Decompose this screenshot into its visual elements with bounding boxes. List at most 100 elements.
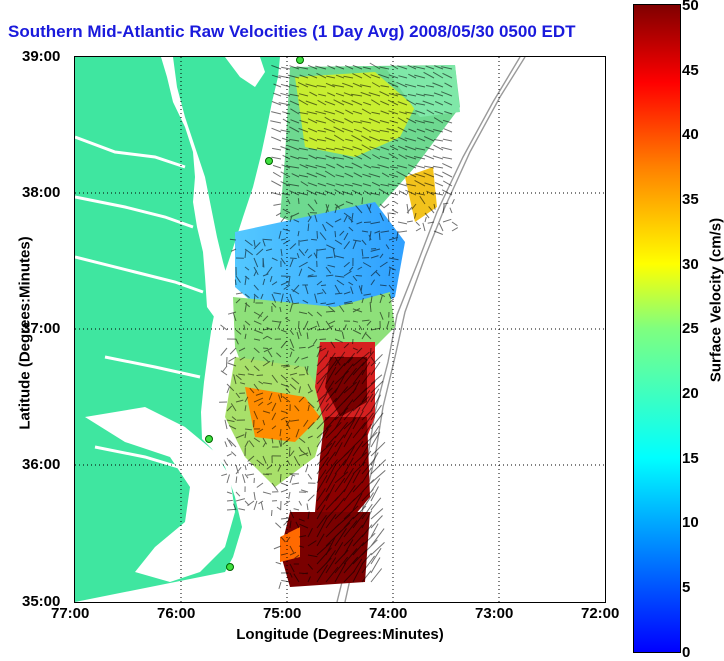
- velocity-vector: [225, 441, 227, 447]
- velocity-vector: [442, 172, 452, 177]
- velocity-vector: [443, 203, 448, 204]
- velocity-vector: [227, 500, 233, 501]
- velocity-vector: [371, 529, 384, 546]
- velocity-vector: [389, 213, 396, 214]
- velocity-vector: [254, 492, 255, 500]
- velocity-vector: [292, 483, 299, 484]
- velocity-vector: [434, 140, 443, 142]
- velocity-vector: [371, 558, 380, 574]
- velocity-vector: [271, 137, 281, 141]
- colorbar-tick: 20: [682, 385, 699, 402]
- velocity-vector: [231, 452, 236, 456]
- map-canvas: [75, 57, 605, 602]
- velocity-vector: [356, 276, 362, 277]
- velocity-vector: [307, 504, 308, 510]
- colorbar-label: Surface Velocity (cm/s): [708, 218, 724, 382]
- velocity-vector: [272, 148, 281, 150]
- colorbar-tick: 30: [682, 256, 699, 273]
- velocity-vector: [371, 487, 379, 502]
- y-axis-label: Latitude (Degrees:Minutes): [17, 236, 34, 429]
- colorbar-tick: 50: [682, 0, 699, 14]
- velocity-vector: [416, 222, 420, 226]
- plot-area: [75, 57, 605, 602]
- x-tick: 73:00: [475, 605, 513, 622]
- velocity-vector: [335, 293, 342, 294]
- velocity-vector: [236, 293, 242, 294]
- velocity-vector: [236, 492, 240, 496]
- velocity-vector: [416, 228, 421, 231]
- velocity-vector: [443, 204, 444, 213]
- velocity-vector: [227, 509, 236, 510]
- velocity-vector: [299, 347, 306, 348]
- velocity-vector: [424, 166, 434, 168]
- velocity-vector: [263, 348, 268, 349]
- station-marker[interactable]: [227, 564, 234, 571]
- velocity-vector: [276, 562, 281, 564]
- velocity-vector: [271, 157, 281, 159]
- velocity-vector: [236, 499, 245, 501]
- velocity-vector: [425, 217, 426, 222]
- velocity-vector: [397, 231, 407, 232]
- velocity-vector: [407, 221, 413, 222]
- velocity-vector: [317, 329, 326, 330]
- y-tick: 38:00: [22, 184, 60, 201]
- velocity-vector: [254, 501, 257, 510]
- velocity-vector: [321, 285, 326, 286]
- velocity-vector: [435, 174, 444, 177]
- velocity-vector: [290, 258, 297, 259]
- velocity-vector: [362, 197, 363, 204]
- velocity-vector: [384, 204, 389, 208]
- velocity-vector: [442, 163, 452, 168]
- station-marker[interactable]: [297, 57, 304, 64]
- velocity-vector: [243, 474, 246, 483]
- velocity-vector: [452, 228, 458, 231]
- velocity-vector: [227, 357, 228, 367]
- velocity-vector: [273, 165, 281, 168]
- velocity-vector: [394, 201, 398, 204]
- velocity-vector: [439, 223, 443, 231]
- velocity-vector: [275, 523, 281, 528]
- velocity-vector: [257, 375, 263, 376]
- velocity-vector: [399, 191, 407, 195]
- velocity-vector: [281, 393, 282, 398]
- velocity-vector: [259, 501, 264, 504]
- velocity-vector: [299, 501, 302, 506]
- velocity-vector: [236, 476, 237, 483]
- colorbar-tick: 10: [682, 514, 699, 531]
- colorbar-tick: 25: [682, 320, 699, 337]
- velocity-vector: [443, 139, 452, 141]
- colorbar: [634, 5, 680, 652]
- velocity-vector: [398, 222, 407, 224]
- velocity-vector: [272, 510, 273, 516]
- velocity-vector: [311, 239, 317, 240]
- station-marker[interactable]: [266, 158, 273, 165]
- velocity-vector: [270, 121, 281, 123]
- velocity-vector: [263, 492, 271, 494]
- y-tick: 36:00: [22, 456, 60, 473]
- velocity-vector: [273, 172, 281, 177]
- velocity-vector: [433, 166, 443, 168]
- velocity-vector: [271, 181, 281, 186]
- y-tick: 39:00: [22, 48, 60, 65]
- velocity-vector: [280, 474, 281, 483]
- velocity-vector: [364, 222, 371, 223]
- velocity-vector: [222, 366, 227, 372]
- x-tick: 75:00: [263, 605, 301, 622]
- velocity-vector: [273, 204, 281, 205]
- velocity-vector: [271, 112, 281, 114]
- velocity-vector: [289, 447, 290, 457]
- velocity-vector: [227, 454, 232, 456]
- velocity-vector: [294, 509, 299, 510]
- station-marker[interactable]: [206, 436, 213, 443]
- velocity-vector: [257, 483, 263, 488]
- velocity-vector: [371, 524, 378, 537]
- velocity-vector: [248, 501, 255, 506]
- velocity-vector: [281, 67, 290, 69]
- velocity-vector: [320, 339, 327, 340]
- velocity-vector: [371, 348, 372, 354]
- velocity-vector: [225, 420, 227, 429]
- colorbar-tick: 35: [682, 191, 699, 208]
- velocity-vector: [230, 348, 236, 354]
- x-tick: 74:00: [369, 605, 407, 622]
- velocity-vector: [235, 280, 236, 286]
